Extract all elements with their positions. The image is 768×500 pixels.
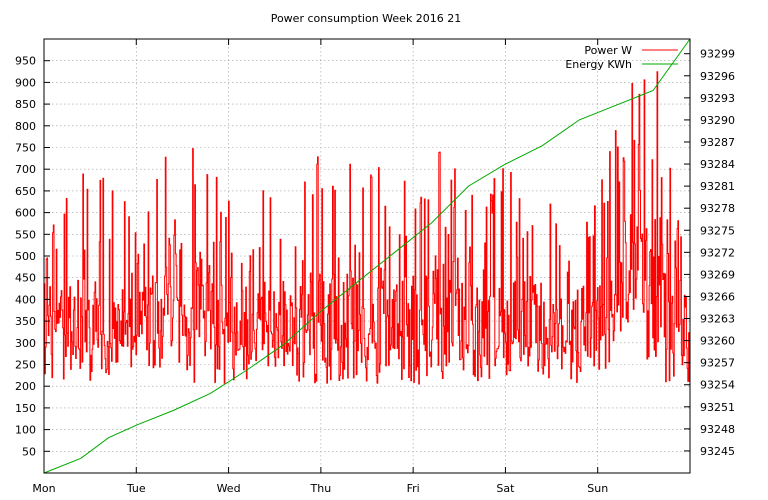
y-tick-label: 800 [15, 120, 36, 133]
x-tick-label: Sat [496, 482, 515, 495]
legend-label: Power W [584, 44, 632, 57]
y2-tick-label: 93284 [700, 158, 735, 171]
x-tick-label: Mon [32, 482, 55, 495]
chart-title: Power consumption Week 2016 21 [271, 12, 462, 25]
y2-tick-label: 93266 [700, 290, 735, 303]
y2-tick-label: 93299 [700, 48, 735, 61]
y-tick-label: 350 [15, 315, 36, 328]
y2-tick-label: 93245 [700, 445, 735, 458]
y-tick-label: 150 [15, 402, 36, 415]
y-tick-label: 700 [15, 163, 36, 176]
x-tick-label: Wed [217, 482, 241, 495]
y-tick-label: 50 [22, 445, 36, 458]
x-tick-label: Sun [587, 482, 608, 495]
power-series-line [44, 71, 691, 385]
y-tick-label: 500 [15, 250, 36, 263]
y-tick-label: 850 [15, 98, 36, 111]
y2-tick-label: 93278 [700, 202, 735, 215]
y-tick-label: 250 [15, 359, 36, 372]
legend-label: Energy KWh [565, 58, 632, 71]
x-tick-label: Tue [126, 482, 146, 495]
y2-tick-label: 93275 [700, 224, 735, 237]
x-tick-label: Fri [407, 482, 420, 495]
x-tick-label: Thu [310, 482, 332, 495]
y2-tick-label: 93257 [700, 357, 735, 370]
y2-tick-label: 93263 [700, 313, 735, 326]
y2-tick-label: 93260 [700, 335, 735, 348]
y-tick-label: 450 [15, 272, 36, 285]
y-tick-label: 650 [15, 185, 36, 198]
y2-tick-label: 93254 [700, 379, 735, 392]
y2-tick-label: 93293 [700, 92, 735, 105]
y2-tick-label: 93248 [700, 423, 735, 436]
y-tick-label: 550 [15, 228, 36, 241]
y-tick-label: 300 [15, 337, 36, 350]
y-tick-label: 400 [15, 293, 36, 306]
y2-tick-label: 93281 [700, 180, 735, 193]
ticks: 50 100 150 200 250 300 350 400 450 500 550 600 650 70… [15, 39, 735, 495]
y2-tick-label: 93251 [700, 401, 735, 414]
y2-tick-label: 93287 [700, 136, 735, 149]
y-tick-label: 750 [15, 142, 36, 155]
y-tick-label: 950 [15, 55, 36, 68]
energy-series-line [43, 38, 691, 474]
y-tick-label: 900 [15, 76, 36, 89]
y2-tick-label: 93290 [700, 114, 735, 127]
y-tick-label: 200 [15, 380, 36, 393]
y2-tick-label: 93272 [700, 246, 735, 259]
series-layer [43, 38, 691, 474]
y-tick-label: 100 [15, 424, 36, 437]
y2-tick-label: 93296 [700, 70, 735, 83]
y-tick-label: 600 [15, 207, 36, 220]
y2-tick-label: 93269 [700, 268, 735, 281]
